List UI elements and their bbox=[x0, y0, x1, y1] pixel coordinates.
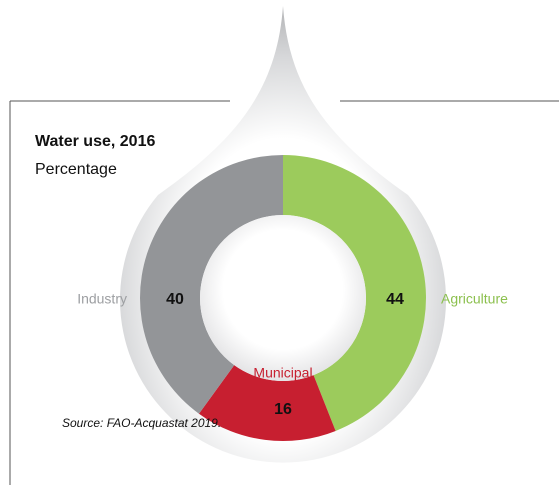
source-note: Source: FAO-Acquastat 2019. bbox=[62, 416, 221, 430]
value-label: 44 bbox=[386, 291, 404, 308]
donut-segment bbox=[198, 365, 336, 441]
chart-subtitle: Percentage bbox=[35, 161, 117, 178]
donut bbox=[140, 155, 427, 441]
category-label: Agriculture bbox=[441, 291, 508, 307]
donut-hole bbox=[200, 215, 366, 381]
category-label: Municipal bbox=[253, 365, 312, 381]
value-label: 16 bbox=[274, 401, 292, 418]
chart-title: Water use, 2016 bbox=[35, 133, 155, 150]
donut-segment bbox=[140, 155, 283, 414]
category-label: Industry bbox=[77, 291, 127, 307]
value-label: 40 bbox=[166, 291, 184, 308]
donut-segment bbox=[283, 155, 427, 431]
